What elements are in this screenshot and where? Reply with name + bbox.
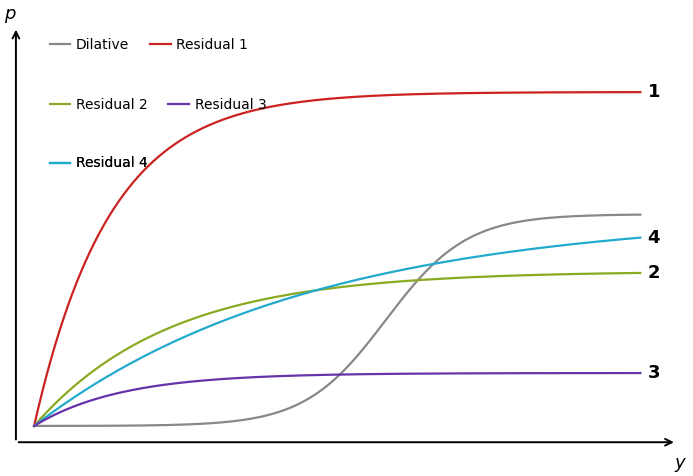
Legend: Residual 4: Residual 4 <box>44 151 153 176</box>
Text: y: y <box>674 455 685 473</box>
Text: p: p <box>4 5 15 23</box>
Text: 2: 2 <box>648 264 660 282</box>
Text: 4: 4 <box>648 228 660 247</box>
Text: 1: 1 <box>648 83 660 101</box>
Text: 3: 3 <box>648 364 660 382</box>
